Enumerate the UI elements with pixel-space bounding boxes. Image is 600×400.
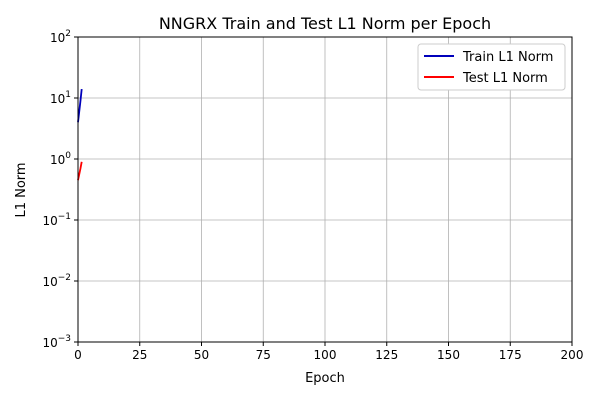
x-tick-label: 0 [74, 348, 82, 362]
x-tick-label: 50 [194, 348, 209, 362]
x-tick-label: 25 [132, 348, 147, 362]
series-line-train [77, 88, 83, 123]
y-tick-label: 10−3 [42, 334, 71, 350]
series-layer [77, 88, 83, 181]
x-tick-label: 150 [437, 348, 460, 362]
x-tick-label: 200 [561, 348, 584, 362]
x-axis-label: Epoch [305, 371, 345, 386]
y-tick-label: 10−1 [42, 212, 71, 228]
y-tick-label: 102 [50, 29, 71, 45]
series-line-test [77, 161, 83, 181]
y-tick-label: 101 [50, 90, 71, 106]
y-axis-label: L1 Norm [14, 162, 29, 217]
legend-label: Test L1 Norm [462, 71, 548, 86]
x-tick-label: 175 [499, 348, 522, 362]
y-tick-label: 100 [50, 151, 71, 167]
x-tick-label: 75 [256, 348, 271, 362]
x-axis: 0 25 50 75 100 125 150 175 200 [74, 342, 583, 362]
x-tick-label: 125 [375, 348, 398, 362]
legend-box [417, 43, 566, 91]
chart-title: NNGRX Train and Test L1 Norm per Epoch [159, 14, 491, 33]
legend: Train L1 Norm Test L1 Norm [417, 43, 566, 91]
x-tick-label: 100 [314, 348, 337, 362]
y-tick-label: 10−2 [42, 273, 71, 289]
legend-label: Train L1 Norm [462, 50, 553, 65]
y-axis: 10−3 10−2 10−1 100 101 102 [42, 29, 78, 350]
